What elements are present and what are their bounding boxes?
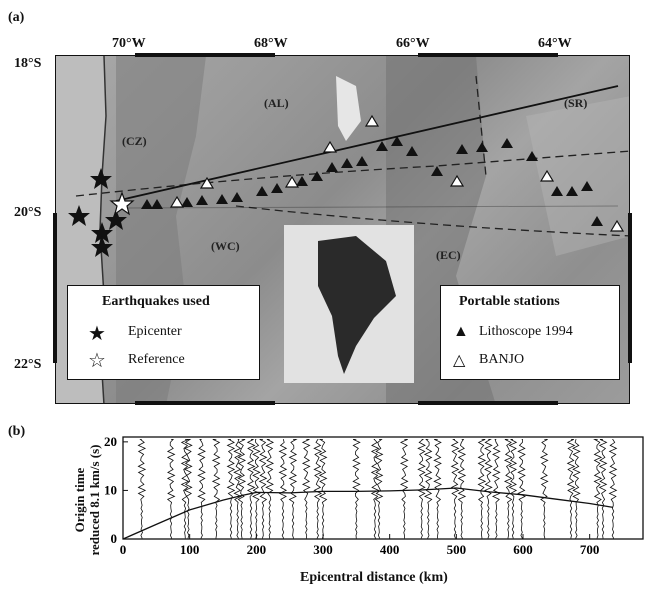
seismic-trace: [233, 439, 243, 539]
banjo-label: BANJO: [479, 352, 525, 367]
seismic-trace: [491, 439, 501, 539]
seismic-trace: [301, 439, 311, 539]
y-tick-label: 10: [104, 482, 117, 497]
panel-b-label: (b): [8, 424, 26, 439]
seismic-trace: [288, 439, 298, 539]
seismic-trace: [608, 439, 618, 539]
seismic-trace: [423, 439, 433, 539]
seismic-trace: [183, 439, 193, 539]
seismic-trace: [352, 439, 361, 539]
ylabel-line1: Origin time: [72, 467, 87, 533]
seismic-trace: [137, 439, 147, 539]
seismic-trace: [313, 439, 323, 539]
seismic-trace: [265, 439, 275, 539]
lon-label-66w: 66°W: [396, 36, 430, 51]
seismic-trace: [517, 439, 526, 539]
seismic-trace: [503, 439, 513, 539]
seismic-trace: [477, 439, 487, 539]
seismic-trace: [593, 439, 603, 539]
lithoscope-label: Lithoscope 1994: [479, 324, 573, 339]
seismic-trace: [197, 439, 206, 539]
seismic-trace: [370, 439, 380, 539]
earthquakes-legend-title: Earthquakes used: [102, 294, 210, 309]
seismic-trace: [572, 439, 581, 539]
left-tick-bar: [53, 213, 57, 363]
bottom-tick-bar-2: [418, 401, 558, 405]
stations-legend: Portable stations ▲ Lithoscope 1994 △ BA…: [440, 285, 620, 380]
stations-legend-title: Portable stations: [459, 294, 560, 309]
seismic-trace: [484, 439, 493, 539]
seismic-trace: [457, 439, 467, 539]
top-tick-bar-1: [135, 53, 275, 57]
x-tick-label: 500: [447, 542, 467, 557]
seismic-trace: [508, 439, 518, 539]
lon-label-68w: 68°W: [254, 36, 288, 51]
y-tick-group: 0 10 20: [104, 434, 128, 546]
seismic-trace: [318, 439, 328, 539]
seismic-trace: [433, 439, 443, 539]
region-label-al: (AL): [264, 96, 289, 110]
region-label-wc: (WC): [211, 239, 240, 253]
epicenter-label: Epicenter: [128, 324, 182, 339]
reference-star-icon: ☆: [88, 350, 106, 372]
record-section-ylabel: Origin time reduced 8.1 km/s (s): [72, 440, 102, 560]
seismic-trace: [252, 439, 261, 539]
region-label-cz: (CZ): [122, 134, 147, 148]
trace-group: [137, 439, 618, 539]
x-tick-label: 600: [513, 542, 533, 557]
x-tick-label: 100: [180, 542, 200, 557]
earthquakes-legend: Earthquakes used ★ Epicenter ☆ Reference: [67, 285, 260, 380]
record-section-xlabel: Epicentral distance (km): [300, 570, 448, 585]
seismic-trace: [374, 439, 384, 539]
seismic-trace: [211, 439, 221, 539]
x-tick-label: 400: [380, 542, 400, 557]
seismic-trace: [598, 439, 608, 539]
seismic-trace: [226, 439, 236, 539]
relief-map: (AL) (CZ) (WC) (EC) (SR) Earthquakes use…: [55, 55, 630, 404]
reference-label: Reference: [128, 352, 185, 367]
seismic-trace: [278, 439, 288, 539]
lithoscope-triangle-icon: ▲: [453, 323, 469, 340]
seismic-trace: [246, 439, 256, 539]
bottom-tick-bar-1: [135, 401, 275, 405]
x-tick-group: 0 100 200 300 400 500 600 700: [120, 534, 600, 557]
x-tick-label: 300: [313, 542, 333, 557]
lat-label-18s: 18°S: [14, 56, 42, 71]
lon-label-64w: 64°W: [538, 36, 572, 51]
seismic-trace: [237, 439, 247, 539]
lat-label-20s: 20°S: [14, 205, 42, 220]
seismic-trace: [450, 439, 460, 539]
lon-label-70w: 70°W: [112, 36, 146, 51]
region-label-ec: (EC): [436, 248, 461, 262]
first-arrival-curve: [122, 487, 614, 540]
seismic-trace: [566, 439, 576, 539]
seismic-trace: [166, 439, 176, 539]
plot-frame: [122, 436, 644, 540]
seismic-trace: [539, 439, 549, 539]
panel-a-label: (a): [8, 10, 25, 25]
seismic-trace: [258, 439, 268, 539]
y-tick-label: 20: [104, 434, 117, 449]
seismic-trace: [180, 439, 190, 539]
x-tick-label: 700: [580, 542, 600, 557]
region-label-sr: (SR): [564, 96, 588, 110]
seismic-trace: [399, 439, 409, 539]
seismic-trace: [417, 439, 426, 539]
y-tick-label: 0: [111, 531, 118, 546]
epicenter-star-icon: ★: [88, 323, 106, 345]
lat-label-22s: 22°S: [14, 357, 42, 372]
right-tick-bar: [628, 213, 632, 363]
top-tick-bar-2: [418, 53, 558, 57]
x-tick-label: 0: [120, 542, 127, 557]
banjo-triangle-icon: △: [453, 352, 466, 369]
ylabel-line2: reduced 8.1 km/s (s): [87, 444, 102, 556]
x-tick-label: 200: [247, 542, 267, 557]
